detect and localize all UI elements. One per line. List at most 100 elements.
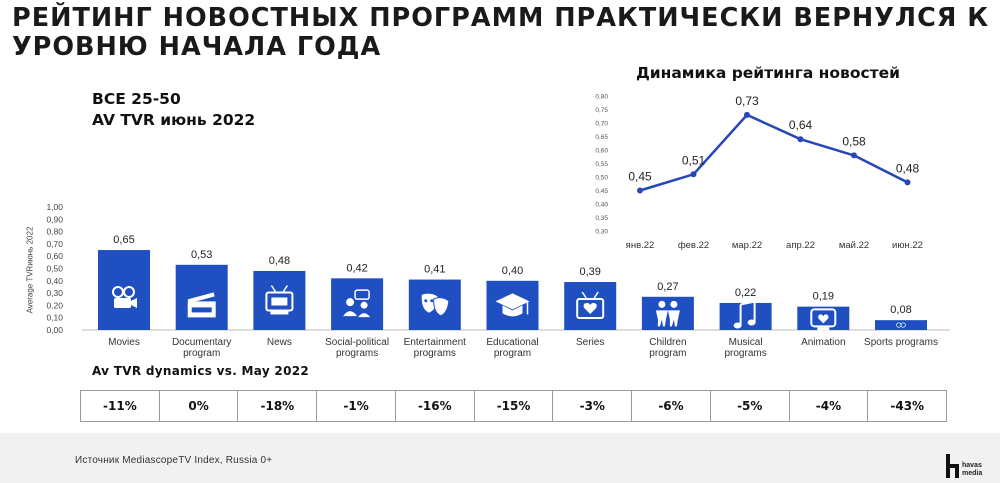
- animation-tv-icon: [810, 308, 837, 331]
- bar: [719, 302, 772, 330]
- page-title: РЕЙТИНГ НОВОСТНЫХ ПРОГРАММ ПРАКТИЧЕСКИ В…: [12, 3, 990, 62]
- news-tv-icon: [265, 285, 294, 315]
- line-x-tick: июн.22: [892, 240, 923, 251]
- bar-value-label: 0,19: [813, 291, 834, 303]
- theater-masks-icon: [421, 293, 450, 317]
- bar-category-label: Sports programs: [864, 337, 938, 348]
- clapperboard-icon: [187, 292, 216, 318]
- metric-label: AV TVR июнь 2022: [92, 111, 256, 129]
- bar-value-label: 0,65: [113, 234, 134, 246]
- bar-value-label: 0,40: [502, 265, 523, 277]
- line-point: [904, 179, 911, 186]
- movie-camera-icon: [112, 286, 137, 309]
- line-y-tick: 0,35: [595, 215, 608, 222]
- bar-y-tick: 0,30: [46, 288, 63, 298]
- bar-category-label: programs: [336, 348, 378, 359]
- line-value-label: 0,58: [842, 134, 866, 148]
- dynamics-cell: -4%: [790, 391, 869, 421]
- line-y-tick: 0,30: [595, 229, 608, 236]
- bar-y-tick: 0,90: [46, 214, 63, 224]
- dynamics-cell: -18%: [238, 391, 318, 421]
- bar-y-tick: 0,70: [46, 239, 63, 249]
- source-note: Источник MediascopeTV Index, Russia 0+: [75, 455, 273, 466]
- dynamics-label: Av TVR dynamics vs. May 2022: [92, 364, 310, 378]
- bar-category-label: program: [183, 348, 220, 359]
- line-y-tick: 0,60: [595, 148, 608, 155]
- logo-text-havas: havas: [962, 462, 982, 469]
- line-x-tick: янв.22: [626, 240, 655, 251]
- bar-value-label: 0,22: [735, 287, 756, 299]
- bar-category-label: program: [649, 348, 686, 359]
- bar: [331, 278, 384, 330]
- bar-category-label: Musical: [729, 337, 763, 348]
- line-x-tick: апр.22: [786, 240, 815, 251]
- bar-y-tick: 0,60: [46, 251, 63, 261]
- bar-value-label: 0,42: [346, 262, 367, 274]
- line-y-tick: 0,50: [595, 175, 608, 182]
- dynamics-cell: -1%: [317, 391, 396, 421]
- line-point: [637, 187, 643, 194]
- bar-y-tick: 0,20: [46, 300, 63, 310]
- logo-text-media: media: [962, 470, 983, 477]
- bar-value-label: 0,27: [657, 281, 678, 293]
- bar-category-label: News: [267, 337, 292, 348]
- bar-y-tick: 0,80: [46, 227, 63, 237]
- bar-value-label: 0,08: [890, 304, 911, 316]
- line-value-label: 0,64: [789, 118, 813, 132]
- bar-category-label: programs: [724, 348, 766, 359]
- footer-band: [0, 433, 1000, 483]
- bar: [641, 296, 694, 330]
- line-value-label: 0,51: [682, 153, 706, 167]
- bar-category-label: Entertainment: [404, 337, 466, 348]
- line-x-tick: фев.22: [678, 240, 709, 251]
- dynamics-cell: -43%: [890, 399, 925, 413]
- bar-category-label: program: [494, 348, 531, 359]
- bar-value-label: 0,39: [579, 266, 600, 278]
- line-y-tick: 0,70: [595, 121, 608, 128]
- dynamics-cell: -3%: [553, 391, 633, 421]
- discussion-icon: [343, 289, 371, 318]
- bar-y-tick: 0,50: [46, 264, 63, 274]
- bar-y-tick: 1,00: [46, 202, 63, 212]
- line-x-tick: мар.22: [732, 240, 762, 251]
- line-x-tick: май.22: [839, 240, 869, 251]
- bar-value-label: 0,41: [424, 264, 445, 276]
- line-chart-title: Динамика рейтинга новостей: [635, 64, 901, 82]
- bar-y-tick: 0,00: [46, 325, 63, 335]
- dynamics-cell: -16%: [396, 391, 475, 421]
- line-y-tick: 0,45: [595, 188, 608, 195]
- dynamics-cell: -15%: [475, 391, 554, 421]
- line-point: [797, 136, 804, 143]
- tv-heart-icon: [576, 291, 605, 320]
- line-value-label: 0,45: [628, 170, 652, 184]
- bar-category-label: Animation: [801, 337, 845, 348]
- bar-category-label: Children: [649, 337, 686, 348]
- dynamics-table: -11% 0% -18% -1% -16% -15% -3% -6% -5% -4% -43%: [80, 390, 947, 422]
- dynamics-cell: -6%: [632, 391, 711, 421]
- bar-category-label: programs: [414, 348, 456, 359]
- graduation-cap-icon: [495, 293, 530, 317]
- havas-logo-icon: [946, 454, 959, 478]
- music-note-icon: [733, 300, 756, 329]
- sports-balls-icon: [896, 322, 906, 328]
- line-y-tick: 0,75: [595, 107, 608, 114]
- bar-value-label: 0,48: [269, 255, 290, 267]
- bar-y-tick: 0,40: [46, 276, 63, 286]
- news-rating-line: [639, 113, 909, 192]
- line-value-label: 0,73: [735, 94, 759, 108]
- bar-value-label: 0,53: [191, 249, 212, 261]
- bar-category-label: Documentary: [172, 337, 231, 348]
- bar-category-label: Social-political: [325, 337, 389, 348]
- line-y-tick: 0,65: [595, 134, 608, 141]
- audience-label: ВСЕ 25-50: [92, 90, 181, 108]
- bar-y-tick: 0,10: [46, 313, 63, 323]
- dynamics-cell: -11%: [81, 391, 160, 421]
- line-point: [690, 171, 697, 178]
- line-point: [744, 111, 750, 118]
- line-point: [851, 152, 857, 159]
- dynamics-cell: -5%: [711, 391, 790, 421]
- line-y-tick: 0,55: [595, 161, 608, 168]
- line-value-label: 0,48: [896, 161, 920, 175]
- bar-category-label: Educational: [486, 337, 538, 348]
- children-icon: [655, 300, 680, 327]
